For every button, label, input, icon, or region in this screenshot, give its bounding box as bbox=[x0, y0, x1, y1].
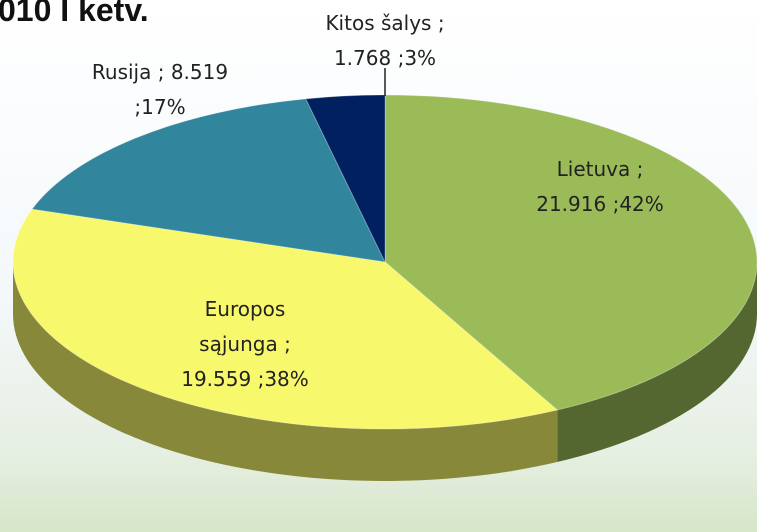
slice-side bbox=[13, 262, 558, 481]
label-separator: ; bbox=[612, 192, 620, 216]
data-label: Rusija ; 8.519 ;17% bbox=[35, 55, 285, 125]
label-category: Rusija bbox=[91, 60, 152, 84]
label-value: 19.559 bbox=[181, 367, 252, 391]
label-separator: ; bbox=[284, 332, 291, 356]
label-separator: ; bbox=[157, 60, 165, 84]
chart-title: 010 I ketv. bbox=[0, 0, 149, 28]
label-separator: ; bbox=[397, 46, 405, 70]
label-separator: ; bbox=[134, 95, 142, 119]
label-percent: 17% bbox=[141, 95, 186, 119]
label-separator: ; bbox=[437, 11, 445, 35]
label-percent: 38% bbox=[264, 367, 309, 391]
label-value: 8.519 bbox=[170, 60, 229, 84]
label-value: 21.916 bbox=[536, 192, 607, 216]
slice bbox=[12, 208, 559, 430]
label-separator: ; bbox=[636, 157, 644, 181]
data-label: Lietuva ; 21.916 ;42% bbox=[475, 152, 725, 222]
label-category: Europos sąjunga bbox=[199, 297, 286, 356]
label-value: 1.768 bbox=[333, 46, 392, 70]
label-percent: 42% bbox=[619, 192, 664, 216]
slice bbox=[384, 94, 757, 411]
data-label: Europos sąjunga ; 19.559 ;38% bbox=[180, 292, 310, 397]
data-label: Kitos šalys ; 1.768 ;3% bbox=[260, 6, 510, 76]
label-separator: ; bbox=[257, 367, 265, 391]
label-percent: 3% bbox=[404, 46, 437, 70]
slice bbox=[31, 98, 386, 263]
slice-side bbox=[557, 262, 757, 463]
label-category: Kitos šalys bbox=[325, 11, 432, 35]
label-category: Lietuva bbox=[556, 157, 631, 181]
